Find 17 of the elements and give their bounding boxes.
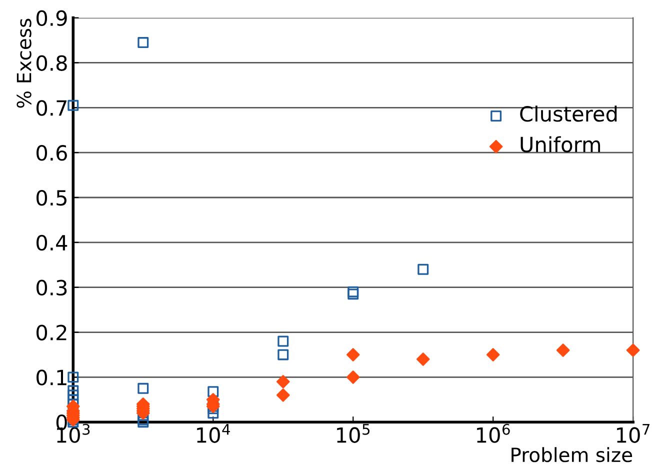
y-tick-label: 0.5: [36, 190, 66, 206]
y-tick-label: 0.8: [36, 55, 67, 71]
y-tick-label: 0.9: [36, 10, 67, 26]
y-tick-label: 0.6: [36, 145, 67, 161]
y-tick-label: 0.2: [36, 324, 66, 340]
y-tick-label: 0.4: [36, 234, 68, 251]
x-axis-title: Problem size: [512, 447, 632, 462]
x-tick-label: 10$^{4}$: [197, 424, 230, 443]
x-tick-label: 10$^{6}$: [477, 424, 510, 443]
legend-label: Uniform: [520, 136, 600, 152]
y-axis-title: % Excess: [16, 18, 32, 108]
y-tick-label: 0.1: [36, 370, 66, 386]
legend-label: Clustered: [520, 106, 617, 122]
x-tick-label: 10$^{7}$: [617, 424, 650, 443]
x-tick-label: 10$^{5}$: [337, 424, 370, 443]
y-tick-label: 0.3: [36, 280, 67, 296]
y-tick-label: 0.7: [36, 100, 67, 116]
